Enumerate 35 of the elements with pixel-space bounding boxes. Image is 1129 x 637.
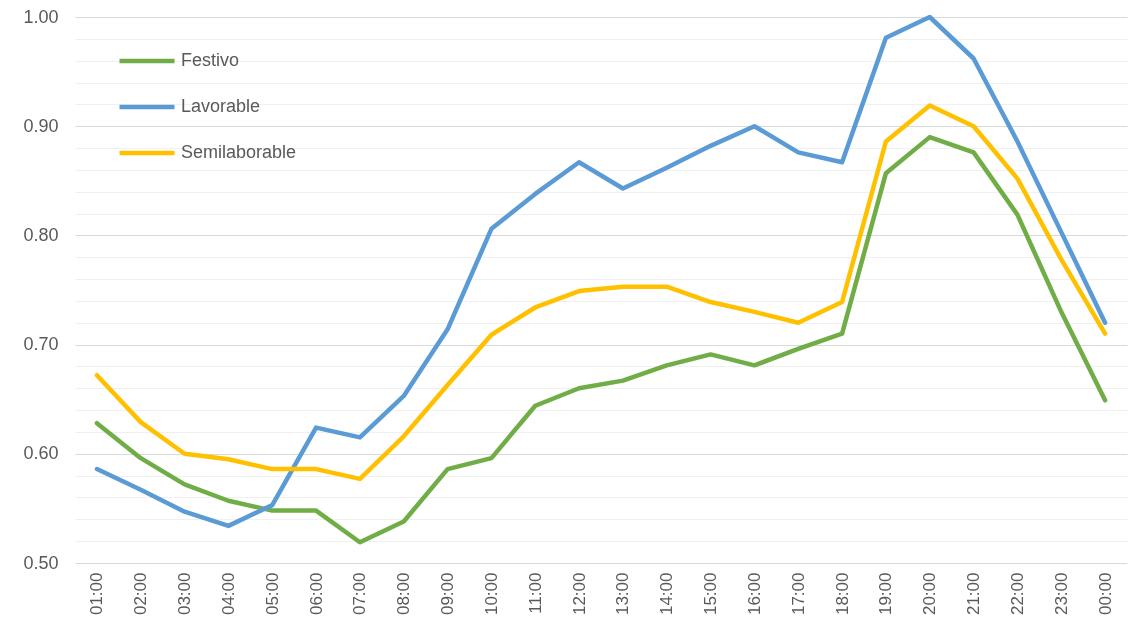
x-tick-label: 03:00 bbox=[175, 572, 195, 616]
x-tick-label: 05:00 bbox=[262, 572, 282, 616]
x-tick-label: 08:00 bbox=[394, 572, 414, 616]
x-tick-label: 14:00 bbox=[657, 572, 677, 616]
y-tick-label: 0.80 bbox=[23, 224, 59, 245]
y-tick-label: 0.90 bbox=[23, 115, 59, 136]
x-tick-label: 04:00 bbox=[218, 572, 238, 616]
x-tick-label: 06:00 bbox=[306, 572, 326, 616]
legend-label: Semilaborable bbox=[181, 142, 297, 162]
legend-label: Lavorable bbox=[181, 96, 261, 116]
x-tick-label: 23:00 bbox=[1051, 572, 1071, 616]
x-tick-label: 21:00 bbox=[964, 572, 984, 616]
line-series bbox=[94, 134, 1108, 545]
x-tick-label: 09:00 bbox=[438, 572, 458, 616]
x-tick-label: 02:00 bbox=[131, 572, 151, 616]
x-tick-label: 22:00 bbox=[1007, 572, 1027, 616]
x-tick-label: 01:00 bbox=[87, 572, 107, 616]
x-tick-label: 13:00 bbox=[613, 572, 633, 616]
x-tick-label: 16:00 bbox=[744, 572, 764, 616]
x-tick-label: 19:00 bbox=[876, 572, 896, 616]
legend-label: Festivo bbox=[181, 50, 240, 70]
x-tick-label: 10:00 bbox=[481, 572, 501, 616]
x-tick-label: 15:00 bbox=[701, 572, 721, 616]
x-tick-label: 11:00 bbox=[525, 572, 545, 614]
x-tick-label: 07:00 bbox=[350, 572, 370, 616]
x-tick-label: 17:00 bbox=[788, 572, 808, 616]
line-series bbox=[94, 14, 1108, 529]
x-tick-label: 18:00 bbox=[832, 572, 852, 616]
x-tick-label: 00:00 bbox=[1095, 572, 1115, 616]
y-tick-label: 0.70 bbox=[23, 334, 59, 355]
y-tick-label: 0.60 bbox=[23, 443, 59, 464]
x-tick-label: 20:00 bbox=[920, 572, 940, 616]
x-tick-label: 12:00 bbox=[569, 572, 589, 616]
y-tick-label: 1.00 bbox=[23, 6, 59, 27]
y-tick-label: 0.50 bbox=[23, 552, 59, 573]
